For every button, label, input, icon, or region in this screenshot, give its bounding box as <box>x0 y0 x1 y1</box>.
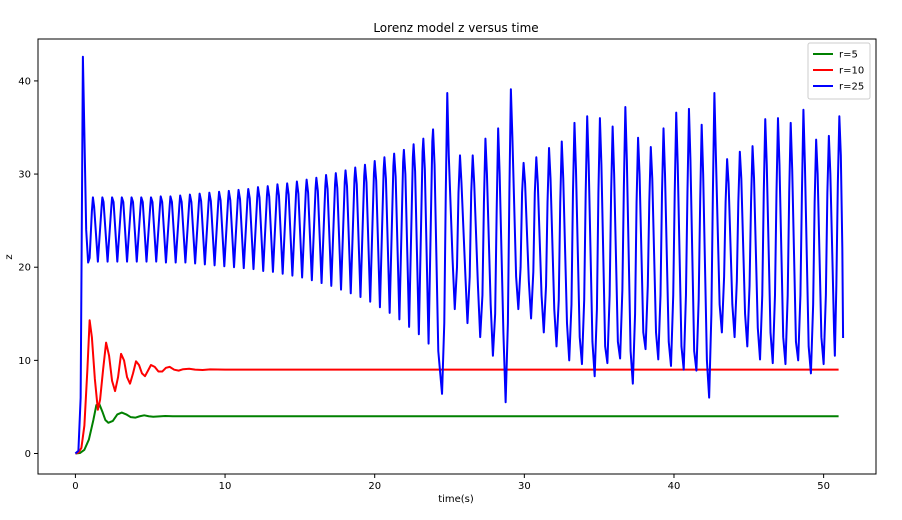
legend-label: r=5 <box>839 50 858 61</box>
legend-label: r=10 <box>839 66 864 77</box>
y-tick-label: 30 <box>18 170 31 181</box>
y-axis-title: z <box>4 254 15 259</box>
x-tick-label: 20 <box>368 481 381 492</box>
y-tick-label: 0 <box>25 449 31 460</box>
y-tick-label: 10 <box>18 356 31 367</box>
plot-frame <box>37 38 877 475</box>
legend: r=5 r=10 r=25 <box>807 42 871 100</box>
series-line-r-10 <box>75 319 839 455</box>
y-tick-label: 20 <box>18 263 31 274</box>
x-tick-label: 10 <box>219 481 232 492</box>
plot-area: 0 10 20 30 40 50 0 10 20 30 40 <box>18 38 877 492</box>
x-tick-label: 30 <box>518 481 531 492</box>
series-line-r-5 <box>75 403 839 455</box>
x-tick-label: 0 <box>72 481 78 492</box>
y-tick-label: 40 <box>18 76 31 87</box>
x-tick-label: 50 <box>817 481 830 492</box>
series-line-r-25 <box>74 55 845 455</box>
chart-title: Lorenz model z versus time <box>373 21 538 35</box>
legend-label: r=25 <box>839 82 864 93</box>
x-tick-label: 40 <box>668 481 681 492</box>
x-axis-title: time(s) <box>438 494 474 505</box>
